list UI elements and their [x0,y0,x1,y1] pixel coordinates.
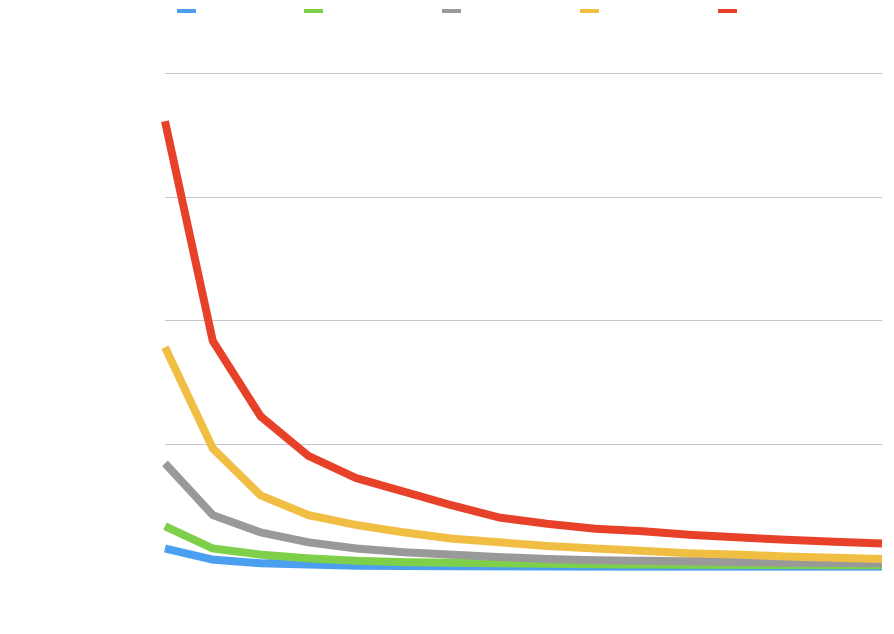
series-line-4 [161,345,883,563]
series-line-3 [162,460,883,568]
chart-gridlines [165,73,882,445]
series-line-5 [161,120,883,548]
chart-series [161,120,883,571]
